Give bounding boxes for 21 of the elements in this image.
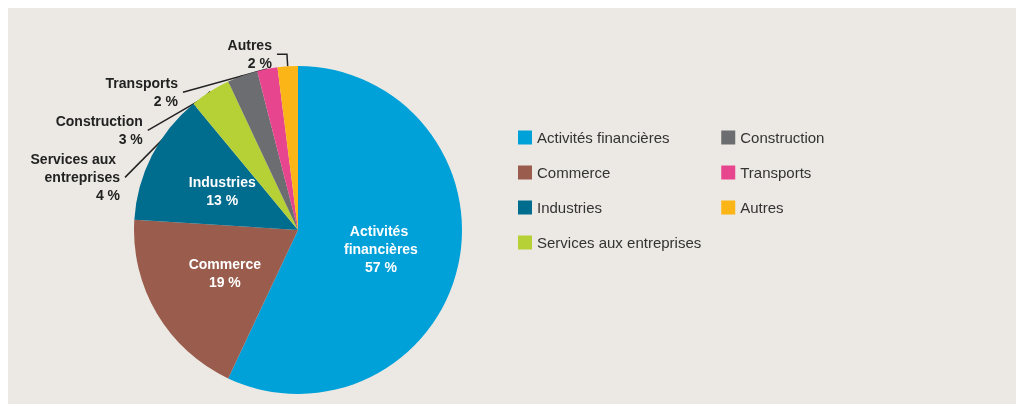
slice-label: Autres <box>227 37 273 54</box>
legend-label: Autres <box>740 199 784 216</box>
legend-label: Commerce <box>537 164 611 181</box>
data-label: 19 % <box>208 274 242 291</box>
data-label: 3 % <box>118 131 144 148</box>
legend-label: Activités financières <box>537 129 670 146</box>
legend-label: Industries <box>537 199 603 216</box>
slice-label: Activités financières <box>343 222 419 257</box>
slice-label: Industries <box>188 174 256 191</box>
data-label: 57 % <box>364 258 398 275</box>
slice-label: Construction <box>55 113 143 130</box>
data-label: 13 % <box>206 192 239 209</box>
data-label: 4 % <box>95 187 121 204</box>
legend-label: Construction <box>740 129 825 146</box>
data-label: 2 % <box>153 93 179 110</box>
legend-label: Services aux entreprises <box>537 234 702 251</box>
slice-label: Services aux entreprises <box>30 151 121 186</box>
data-label: 2 % <box>247 55 273 72</box>
slice-label: Transports <box>105 75 179 92</box>
slice-label: Commerce <box>188 256 262 273</box>
legend-label: Transports <box>740 164 812 181</box>
